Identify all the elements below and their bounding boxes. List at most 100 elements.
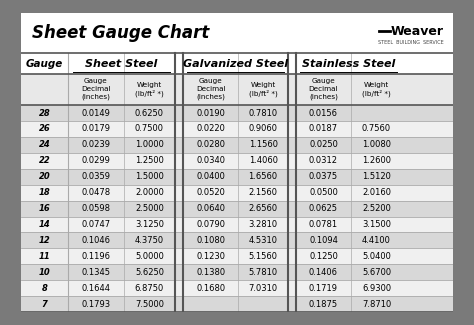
Text: 5.6250: 5.6250 bbox=[135, 268, 164, 277]
Text: Weaver: Weaver bbox=[391, 25, 444, 38]
Text: Gauge
Decimal
(inches): Gauge Decimal (inches) bbox=[196, 78, 226, 100]
Text: 0.1345: 0.1345 bbox=[81, 268, 110, 277]
Text: 0.0187: 0.0187 bbox=[309, 124, 338, 134]
Bar bbox=[21, 169, 453, 185]
Bar bbox=[21, 13, 453, 53]
Text: 0.1046: 0.1046 bbox=[81, 236, 110, 245]
Text: 6.8750: 6.8750 bbox=[135, 284, 164, 293]
Text: 16: 16 bbox=[39, 204, 51, 213]
Text: 2.6560: 2.6560 bbox=[248, 204, 278, 213]
Text: 0.1230: 0.1230 bbox=[196, 252, 225, 261]
Text: 0.0598: 0.0598 bbox=[81, 204, 110, 213]
Text: 1.0080: 1.0080 bbox=[362, 140, 391, 150]
Text: 0.1680: 0.1680 bbox=[196, 284, 225, 293]
Text: 0.0299: 0.0299 bbox=[82, 156, 110, 165]
Text: 5.0400: 5.0400 bbox=[362, 252, 391, 261]
Text: 0.6250: 0.6250 bbox=[135, 109, 164, 118]
Text: Sheet Gauge Chart: Sheet Gauge Chart bbox=[32, 24, 210, 42]
Text: 0.0500: 0.0500 bbox=[309, 188, 338, 197]
Bar bbox=[21, 137, 453, 153]
Text: 4.4100: 4.4100 bbox=[362, 236, 391, 245]
Text: 0.1094: 0.1094 bbox=[309, 236, 338, 245]
Text: 0.0359: 0.0359 bbox=[81, 172, 110, 181]
Text: 3.1500: 3.1500 bbox=[362, 220, 391, 229]
Text: 4.5310: 4.5310 bbox=[248, 236, 278, 245]
Bar bbox=[21, 105, 453, 121]
Bar bbox=[21, 121, 453, 137]
Text: 1.1560: 1.1560 bbox=[248, 140, 278, 150]
Text: 0.1196: 0.1196 bbox=[81, 252, 110, 261]
Text: 0.0478: 0.0478 bbox=[81, 188, 110, 197]
Text: Galvanized Steel: Galvanized Steel bbox=[183, 58, 288, 69]
Text: 5.7810: 5.7810 bbox=[248, 268, 278, 277]
Text: 3.2810: 3.2810 bbox=[248, 220, 278, 229]
Text: 0.0220: 0.0220 bbox=[196, 124, 225, 134]
Text: 0.0239: 0.0239 bbox=[81, 140, 110, 150]
Text: 26: 26 bbox=[39, 124, 51, 134]
Text: 0.7500: 0.7500 bbox=[135, 124, 164, 134]
Text: 0.9060: 0.9060 bbox=[248, 124, 278, 134]
Text: 0.1080: 0.1080 bbox=[196, 236, 225, 245]
Text: 8: 8 bbox=[42, 284, 47, 293]
Text: 22: 22 bbox=[39, 156, 51, 165]
Text: 1.6560: 1.6560 bbox=[248, 172, 278, 181]
Text: 0.1719: 0.1719 bbox=[309, 284, 338, 293]
Bar bbox=[21, 74, 453, 105]
Text: 0.0280: 0.0280 bbox=[196, 140, 225, 150]
Text: 1.4060: 1.4060 bbox=[248, 156, 278, 165]
Text: 0.7560: 0.7560 bbox=[362, 124, 391, 134]
Text: 0.1644: 0.1644 bbox=[81, 284, 110, 293]
Text: 0.0790: 0.0790 bbox=[196, 220, 225, 229]
Bar bbox=[21, 201, 453, 216]
Text: Gauge
Decimal
(inches): Gauge Decimal (inches) bbox=[81, 78, 110, 100]
Text: 7.0310: 7.0310 bbox=[248, 284, 278, 293]
Text: 10: 10 bbox=[39, 268, 51, 277]
Text: 5.6700: 5.6700 bbox=[362, 268, 391, 277]
Text: 4.3750: 4.3750 bbox=[135, 236, 164, 245]
Text: 0.1875: 0.1875 bbox=[309, 300, 338, 308]
Text: 12: 12 bbox=[39, 236, 51, 245]
Text: 2.5000: 2.5000 bbox=[135, 204, 164, 213]
Text: Weight
(lb/ft² *): Weight (lb/ft² *) bbox=[135, 82, 164, 97]
Text: 1.5000: 1.5000 bbox=[135, 172, 164, 181]
Text: 0.0625: 0.0625 bbox=[309, 204, 338, 213]
Text: Gauge: Gauge bbox=[26, 58, 63, 69]
Text: 0.0179: 0.0179 bbox=[81, 124, 110, 134]
Bar bbox=[21, 153, 453, 169]
Text: 20: 20 bbox=[39, 172, 51, 181]
Text: 0.0781: 0.0781 bbox=[309, 220, 338, 229]
Text: STEEL  BUILDING  SERVICE: STEEL BUILDING SERVICE bbox=[378, 40, 444, 45]
Text: 0.0375: 0.0375 bbox=[309, 172, 338, 181]
Text: Gauge
Decimal
(inches): Gauge Decimal (inches) bbox=[309, 78, 338, 100]
Text: 5.1560: 5.1560 bbox=[248, 252, 278, 261]
Bar bbox=[21, 248, 453, 264]
Text: 0.1406: 0.1406 bbox=[309, 268, 338, 277]
Text: 1.0000: 1.0000 bbox=[135, 140, 164, 150]
Text: 0.0312: 0.0312 bbox=[309, 156, 338, 165]
Text: 0.0747: 0.0747 bbox=[81, 220, 110, 229]
Text: 0.0640: 0.0640 bbox=[196, 204, 225, 213]
Text: 0.1793: 0.1793 bbox=[81, 300, 110, 308]
Text: 11: 11 bbox=[39, 252, 51, 261]
Text: 7.8710: 7.8710 bbox=[362, 300, 391, 308]
Text: 0.1380: 0.1380 bbox=[196, 268, 225, 277]
Text: 0.7810: 0.7810 bbox=[248, 109, 278, 118]
Text: 0.0250: 0.0250 bbox=[309, 140, 338, 150]
Text: 24: 24 bbox=[39, 140, 51, 150]
Text: 0.0520: 0.0520 bbox=[196, 188, 225, 197]
Text: 2.0160: 2.0160 bbox=[362, 188, 391, 197]
Bar bbox=[21, 216, 453, 232]
Text: 18: 18 bbox=[39, 188, 51, 197]
Text: 14: 14 bbox=[39, 220, 51, 229]
Text: 6.9300: 6.9300 bbox=[362, 284, 391, 293]
Text: 0.0149: 0.0149 bbox=[82, 109, 110, 118]
Bar bbox=[21, 296, 453, 312]
Text: 0.0340: 0.0340 bbox=[196, 156, 225, 165]
Text: Stainless Steel: Stainless Steel bbox=[302, 58, 395, 69]
Text: 3.1250: 3.1250 bbox=[135, 220, 164, 229]
Text: 2.5200: 2.5200 bbox=[362, 204, 391, 213]
Text: 1.2600: 1.2600 bbox=[362, 156, 391, 165]
Text: Sheet Steel: Sheet Steel bbox=[85, 58, 158, 69]
Text: 0.1250: 0.1250 bbox=[309, 252, 338, 261]
Text: 0.0400: 0.0400 bbox=[196, 172, 225, 181]
